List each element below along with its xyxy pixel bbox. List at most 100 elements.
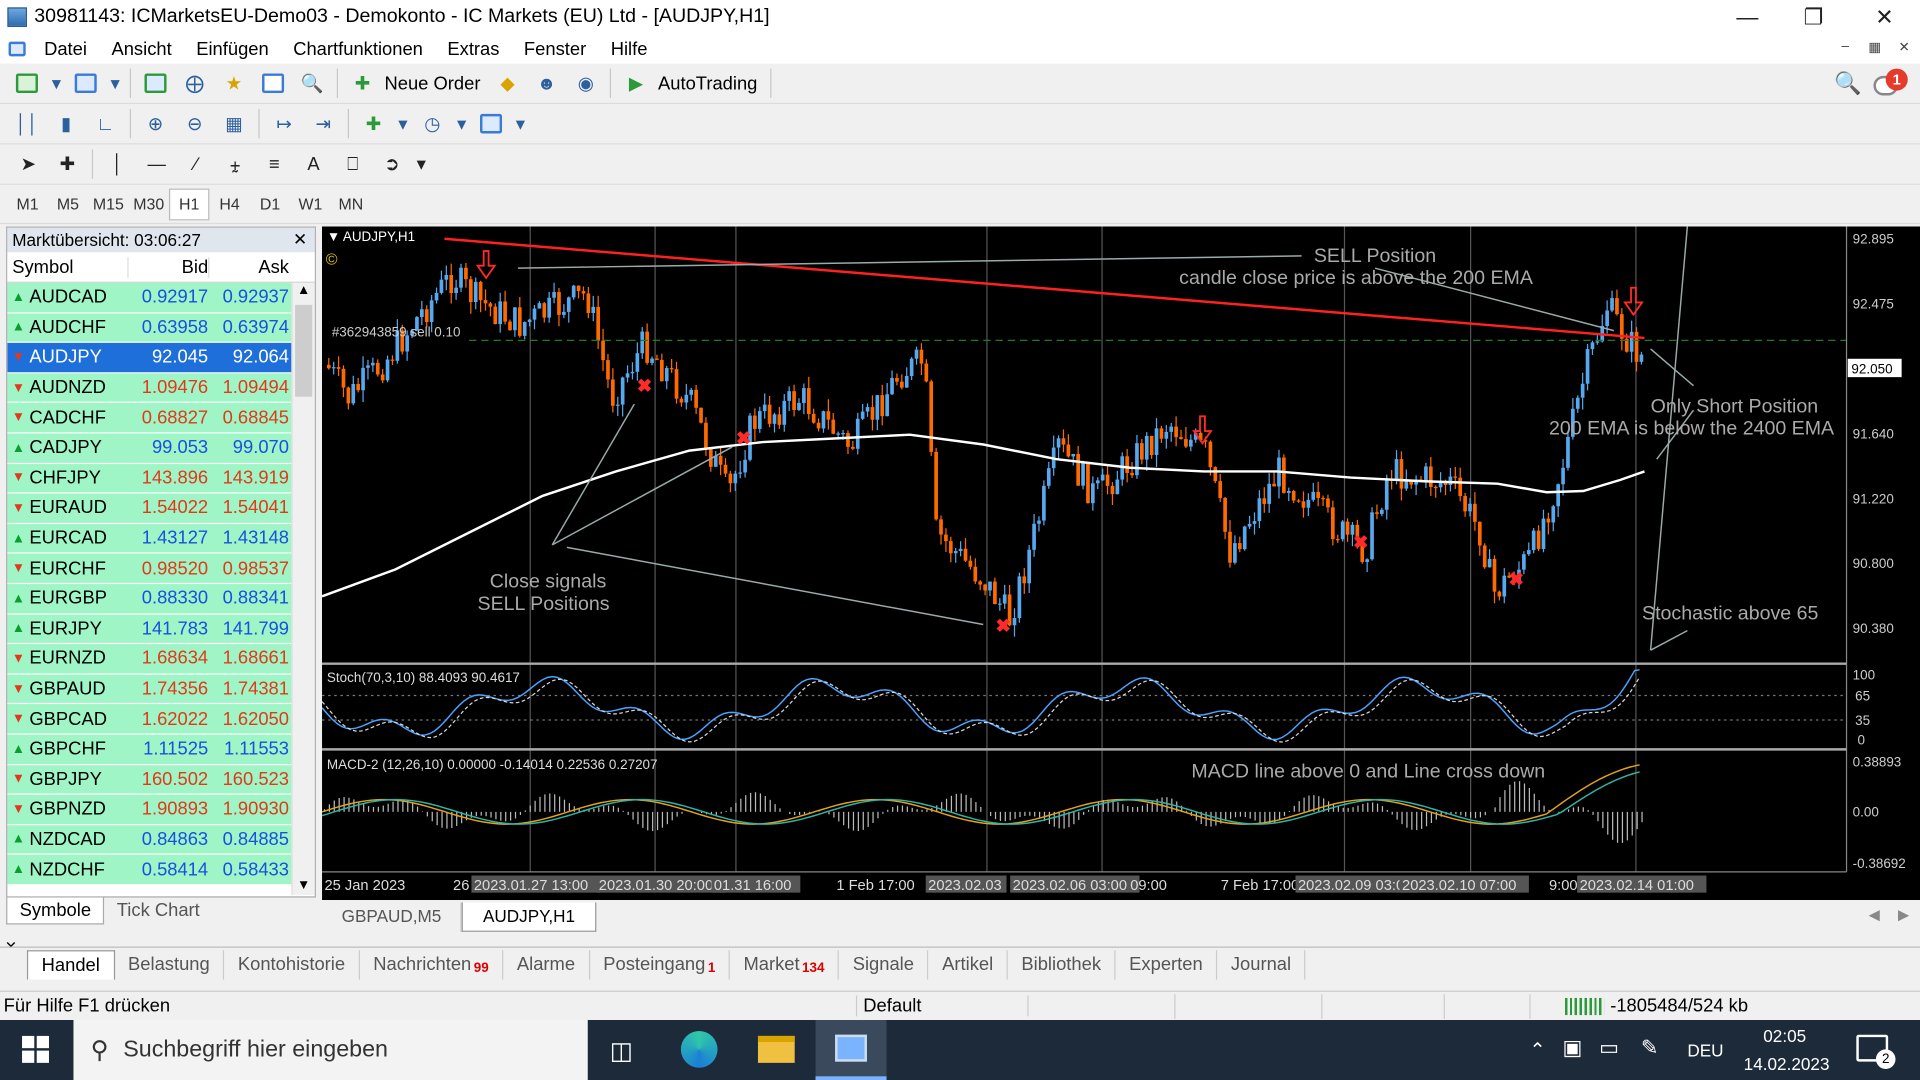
close-button[interactable]: ✕ (1875, 4, 1894, 29)
table-row[interactable]: ▲ EURGBP 0.88330 0.88341 (7, 584, 292, 615)
menu-fenster[interactable]: Fenster (523, 38, 587, 60)
tab-audjpy-h1[interactable]: AUDJPY,H1 (462, 902, 596, 932)
indicators-icon[interactable]: ✚ (365, 113, 382, 135)
tabs-scroll-right-icon[interactable]: ▶ (1897, 906, 1910, 924)
timeframe-h1[interactable]: H1 (168, 187, 210, 220)
tray-chevron-up-icon[interactable]: ⌃ (1529, 1040, 1546, 1062)
taskbar-search[interactable]: ⚲ Suchbegriff hier eingeben (73, 1020, 588, 1080)
menu-ansicht[interactable]: Ansicht (111, 38, 172, 60)
minimize-button[interactable]: — (1736, 4, 1759, 29)
autotrading-button[interactable]: AutoTrading (658, 72, 758, 94)
column-bid[interactable]: Bid (127, 256, 208, 278)
bar-chart-icon[interactable]: ││ (15, 113, 39, 135)
table-row[interactable]: ▼ GBPCAD 1.62022 1.62050 (7, 704, 292, 735)
table-row[interactable]: ▲ EURJPY 141.783 141.799 (7, 614, 292, 645)
line-chart-icon[interactable]: ∟ (96, 113, 115, 135)
terminal-tab-kontohistorie[interactable]: Kontohistorie (224, 949, 360, 979)
terminal-tab-alarme[interactable]: Alarme (503, 949, 590, 979)
tab-tick-chart[interactable]: Tick Chart (116, 900, 200, 921)
tab-gbpaud-m5[interactable]: GBPAUD,M5 (322, 902, 463, 932)
timeframe-d1[interactable]: D1 (259, 194, 281, 214)
network-icon[interactable]: ▭ (1599, 1035, 1619, 1060)
restore-button[interactable]: ❐ (1803, 4, 1824, 29)
tab-symbole[interactable]: Symbole (6, 897, 105, 925)
chevron-down-icon[interactable]: ▾ (51, 73, 61, 95)
navigator-icon[interactable]: ★ (225, 73, 243, 95)
scroll-thumb[interactable] (295, 304, 313, 397)
templates-icon[interactable] (475, 108, 507, 140)
table-row[interactable]: ▼ GBPNZD 1.90893 1.90930 (7, 794, 292, 825)
menu-chartfunktionen[interactable]: Chartfunktionen (293, 38, 423, 60)
terminal-tab-journal[interactable]: Journal (1217, 949, 1306, 979)
menu-hilfe[interactable]: Hilfe (610, 38, 648, 60)
red-trendline[interactable] (444, 237, 1645, 340)
table-row[interactable]: ▲ CADJPY 99.053 99.070 (7, 433, 292, 464)
table-row[interactable]: ▲ NZDCAD 0.84863 0.84885 (7, 824, 292, 856)
table-row[interactable]: ▼ EURNZD 1.68634 1.68661 (7, 644, 292, 675)
channel-icon[interactable]: ⨦ (229, 153, 241, 175)
table-row[interactable]: ▼ AUDNZD 1.09476 1.09494 (7, 373, 292, 404)
metaeditor-icon[interactable]: ◆ (500, 73, 515, 95)
vertical-line-icon[interactable]: │ (111, 153, 124, 175)
new-chart-icon[interactable] (11, 67, 43, 99)
terminal-tab-bibliothek[interactable]: Bibliothek (1008, 949, 1116, 979)
tray-date[interactable]: 14.02.2023 (1743, 1054, 1830, 1074)
tabs-scroll-left-icon[interactable]: ◀ (1868, 906, 1880, 924)
search-icon[interactable]: 🔍 (1834, 71, 1862, 96)
timeframe-m5[interactable]: M5 (56, 194, 80, 214)
new-order-button[interactable]: Neue Order (384, 72, 481, 94)
new-order-icon[interactable]: ✚ (354, 73, 371, 95)
timeframe-w1[interactable]: W1 (298, 194, 323, 214)
vps-icon[interactable]: ◉ (577, 73, 594, 95)
text-icon[interactable]: A (307, 153, 320, 175)
mdi-icon[interactable] (5, 33, 29, 65)
chevron-down-icon[interactable]: ▾ (416, 154, 426, 176)
menu-datei[interactable]: Datei (44, 38, 87, 60)
tile-windows-icon[interactable]: ▦ (225, 113, 243, 135)
chart-window[interactable]: ✖ ✖ ✖ ✖ ✖ ▼ AUDJPY,H1 © #362943859 sell … (321, 226, 1920, 901)
column-symbol[interactable]: Symbol (12, 256, 74, 278)
autoscroll-icon[interactable]: ↦ (276, 113, 292, 135)
terminal-tab-belastung[interactable]: Belastung (115, 949, 225, 979)
chart-shift-icon[interactable]: ⇥ (315, 113, 331, 135)
profiles-icon[interactable] (70, 67, 102, 99)
data-window-icon[interactable]: ⨁ (185, 73, 204, 95)
terminal-tab-posteingang[interactable]: Posteingang 1 (590, 949, 731, 979)
menu-einfügen[interactable]: Einfügen (196, 38, 269, 60)
table-row[interactable]: ▼ GBPJPY 160.502 160.523 (7, 764, 292, 795)
explorer-icon[interactable] (757, 1035, 795, 1063)
task-view-icon[interactable]: ◫ (609, 1038, 633, 1066)
mdi-minimize-button[interactable]: – (1841, 39, 1850, 54)
terminal-tab-experten[interactable]: Experten (1116, 949, 1218, 979)
menu-extras[interactable]: Extras (447, 38, 500, 60)
chevron-down-icon[interactable]: ▾ (457, 113, 467, 135)
table-row[interactable]: ▼ GBPAUD 1.74356 1.74381 (7, 674, 292, 705)
close-icon[interactable]: ✕ (292, 228, 308, 249)
timeframe-h4[interactable]: H4 (219, 194, 240, 214)
periods-icon[interactable]: ◷ (424, 113, 441, 135)
table-row[interactable]: ▲ NZDCHF 0.58414 0.58433 (7, 855, 292, 886)
horizontal-line-icon[interactable]: — (147, 153, 166, 175)
table-row[interactable]: ▲ AUDCAD 0.92917 0.92937 (7, 282, 292, 313)
market-watch-icon[interactable] (140, 67, 172, 99)
mdi-close-button[interactable]: ✕ (1898, 40, 1910, 56)
timeframe-m1[interactable]: M1 (16, 194, 39, 214)
terminal-tab-signale[interactable]: Signale (839, 949, 929, 979)
timeframe-mn[interactable]: MN (338, 194, 364, 214)
table-row[interactable]: ▼ AUDJPY 92.045 92.064 (7, 343, 292, 374)
connection-icon[interactable] (1564, 997, 1605, 1015)
signals-icon[interactable]: ☻ (536, 72, 557, 94)
tray-app-icon[interactable]: ▣ (1562, 1035, 1583, 1060)
tray-time[interactable]: 02:05 (1763, 1026, 1807, 1046)
metatrader-taskbar-button[interactable] (815, 1020, 887, 1080)
table-row[interactable]: ▲ GBPCHF 1.11525 1.11553 (7, 734, 292, 765)
chevron-down-icon[interactable]: ▾ (110, 73, 120, 95)
terminal-icon[interactable] (257, 67, 289, 99)
windows-start-icon[interactable] (22, 1035, 49, 1063)
price-chart[interactable]: ✖ ✖ ✖ ✖ ✖ ▼ AUDJPY,H1 © #362943859 sell … (321, 226, 1920, 901)
table-row[interactable]: ▼ EURCHF 0.98520 0.98537 (7, 553, 292, 585)
strategy-tester-icon[interactable]: 🔍 (300, 73, 324, 95)
candlestick-icon[interactable]: ▮ (61, 113, 72, 135)
terminal-tab-nachrichten[interactable]: Nachrichten 99 (360, 949, 504, 979)
terminal-tab-market[interactable]: Market 134 (730, 949, 840, 979)
